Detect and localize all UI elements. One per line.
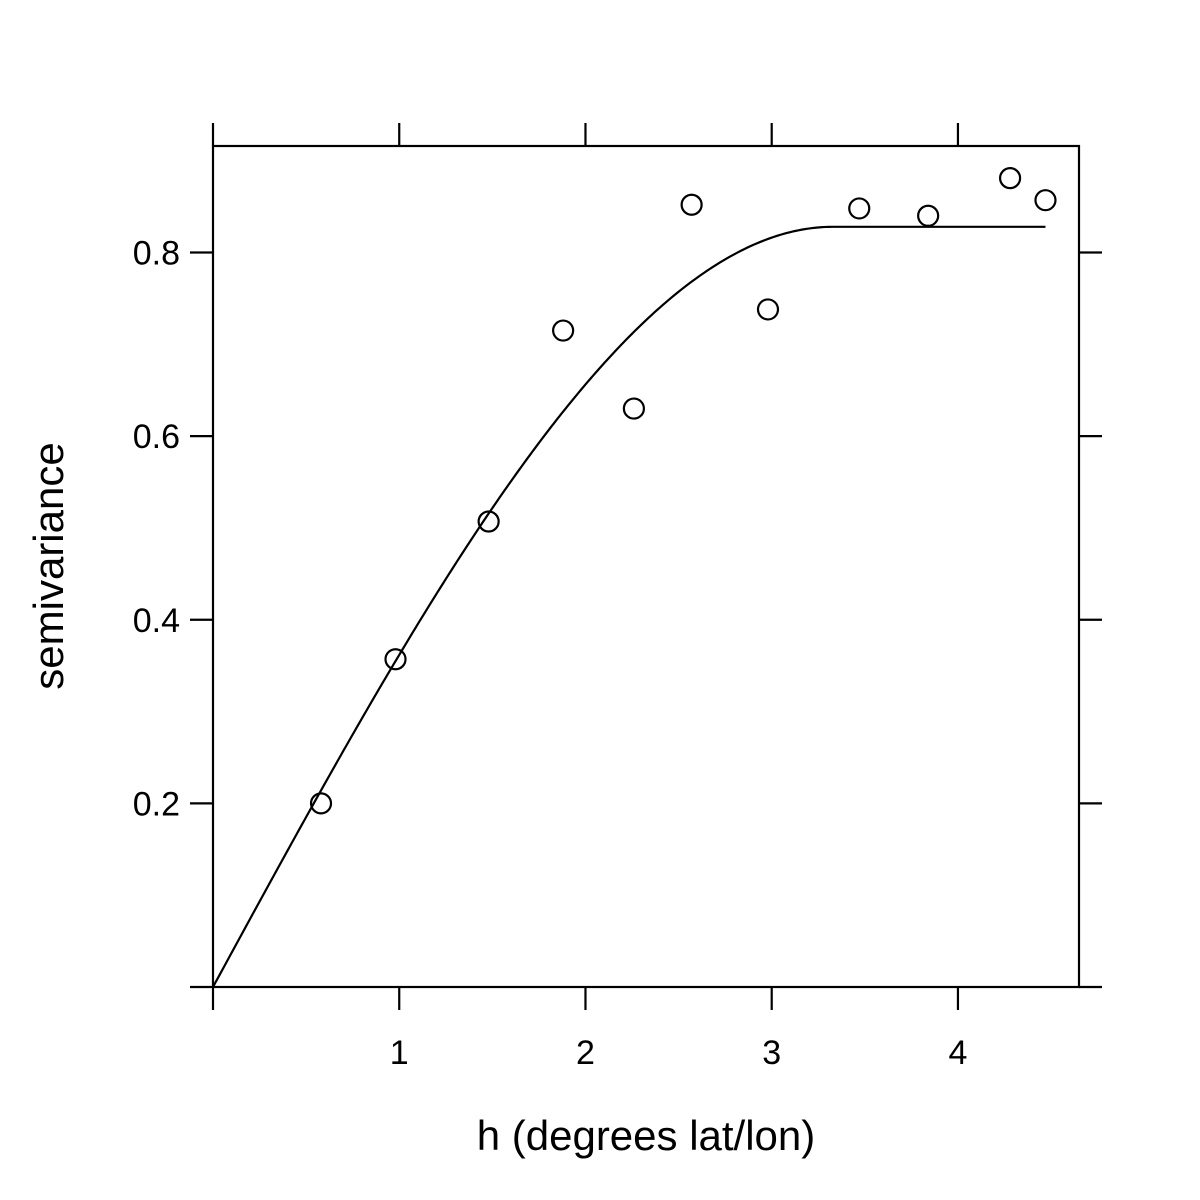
x-tick-label: 4 bbox=[948, 1034, 967, 1072]
x-axis: 1 2 3 4 bbox=[211, 123, 967, 1072]
x-tick-label: 3 bbox=[762, 1034, 781, 1072]
plot-frame bbox=[211, 144, 1081, 989]
y-tick-label: 0.4 bbox=[133, 602, 180, 640]
data-point bbox=[552, 319, 575, 342]
data-point bbox=[917, 204, 940, 227]
data-point bbox=[756, 298, 780, 321]
data-point bbox=[848, 197, 871, 220]
data-point bbox=[384, 648, 407, 671]
y-tick-label: 0.8 bbox=[133, 235, 180, 273]
x-tick-label: 1 bbox=[390, 1034, 409, 1072]
fitted-model-curve bbox=[212, 225, 1046, 988]
data-point bbox=[1034, 189, 1057, 212]
y-tick-label: 0.6 bbox=[133, 418, 180, 456]
data-point bbox=[998, 167, 1022, 190]
x-tick-label: 2 bbox=[576, 1034, 595, 1072]
y-tick-label: 0.2 bbox=[133, 785, 180, 823]
data-point bbox=[680, 193, 703, 216]
data-points bbox=[309, 167, 1057, 815]
x-axis-title: h (degrees lat/lon) bbox=[477, 1112, 816, 1159]
y-axis-title: semivariance bbox=[25, 442, 72, 689]
data-point bbox=[309, 792, 333, 815]
data-point bbox=[477, 510, 500, 533]
data-point bbox=[622, 397, 645, 420]
y-axis: 0.2 0.4 0.6 0.8 bbox=[133, 235, 1102, 989]
